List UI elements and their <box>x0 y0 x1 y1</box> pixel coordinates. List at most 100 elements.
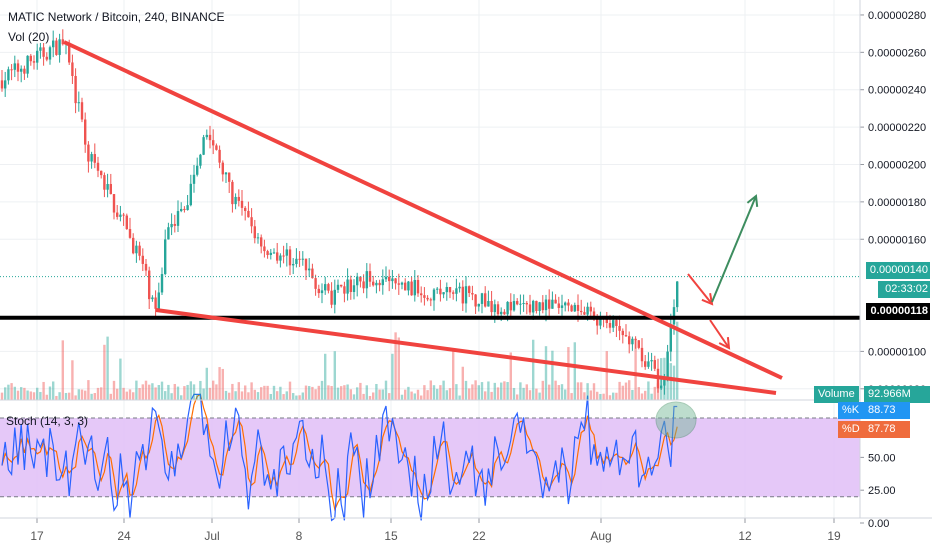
volume-bar <box>298 395 301 400</box>
candle-body <box>205 134 208 138</box>
volume-bar <box>541 380 544 400</box>
volume-bar <box>128 389 132 400</box>
volume-bar <box>144 380 148 400</box>
stoch-pane <box>0 393 860 522</box>
candle-body <box>564 302 567 306</box>
volume-bar <box>352 394 356 400</box>
candle-body <box>618 326 621 331</box>
volume-bar <box>538 392 541 400</box>
volume-bar <box>416 389 420 400</box>
candle-body <box>644 361 647 367</box>
volume-bar <box>84 390 87 400</box>
volume-bar <box>519 382 522 400</box>
k-badge-label: %K <box>838 402 866 419</box>
volume-bar <box>64 392 68 400</box>
volume-badge-value: 92.966M <box>864 386 930 403</box>
candle-body <box>93 154 96 163</box>
candle-body <box>192 174 196 184</box>
candle-body <box>23 68 26 74</box>
candle-body <box>100 170 103 176</box>
price-axis-label: 0.00000220 <box>868 122 926 134</box>
candle-body <box>42 47 45 57</box>
volume-bar <box>397 337 400 400</box>
candle-body <box>0 80 4 89</box>
volume-badge-label: Volume <box>814 386 859 403</box>
volume-bar <box>240 391 244 400</box>
volume-bar <box>157 385 160 400</box>
candle-body <box>436 288 439 290</box>
candle-body <box>282 255 285 257</box>
price-axis-label: 0.00000260 <box>868 47 926 59</box>
candle-body <box>247 210 250 218</box>
candle-body <box>58 39 61 55</box>
volume-bar <box>676 321 679 400</box>
volume-bar <box>372 392 375 400</box>
volume-bar <box>263 385 266 400</box>
symbol-title[interactable]: MATIC Network / Bitcoin, 240, BINANCE <box>8 10 225 24</box>
volume-bar <box>503 381 506 400</box>
candle-body <box>215 145 218 150</box>
volume-bar <box>432 385 436 400</box>
volume-bar <box>589 390 592 400</box>
candle-body <box>388 276 391 282</box>
volume-bar <box>253 389 256 400</box>
volume-pane <box>0 321 679 400</box>
candle-body <box>429 299 432 301</box>
volume-bar <box>615 392 618 400</box>
volume-bar <box>7 384 10 400</box>
volume-bar <box>468 388 471 400</box>
candle-body <box>7 69 10 81</box>
candle-body <box>228 172 231 182</box>
drawings <box>0 40 860 439</box>
volume-bar <box>605 351 608 400</box>
volume-bar <box>640 393 644 400</box>
volume-bar <box>77 389 80 400</box>
candle-body <box>535 300 538 312</box>
candle-body <box>253 226 256 239</box>
candle-body <box>138 245 141 256</box>
arrow-down-2 <box>709 319 730 349</box>
volume-bar <box>151 383 154 400</box>
candle-body <box>477 303 480 307</box>
volume-bar <box>333 351 336 400</box>
volume-bar <box>362 393 365 400</box>
candles <box>0 29 679 395</box>
volume-bar <box>359 382 362 400</box>
candle-body <box>292 264 295 266</box>
candle-body <box>631 338 634 345</box>
candle-body <box>512 301 516 311</box>
volume-bar <box>634 340 637 400</box>
candle-body <box>394 278 397 284</box>
volume-bar <box>669 363 672 400</box>
volume-bar <box>132 392 135 400</box>
volume-bar <box>452 350 455 400</box>
volume-bar <box>365 385 368 400</box>
volume-indicator-label[interactable]: Vol (20) <box>8 30 50 44</box>
candle-body <box>634 338 637 341</box>
candle-body <box>509 301 512 311</box>
volume-bar <box>544 346 548 400</box>
candle-body <box>669 324 672 352</box>
candle-body <box>71 62 74 76</box>
candle-body <box>48 47 52 60</box>
volume-bar <box>237 382 240 400</box>
candle-body <box>583 312 586 315</box>
volume-bar <box>490 391 493 400</box>
volume-bar <box>282 394 285 400</box>
countdown-label: 02:33:02 <box>878 281 930 298</box>
volume-bar <box>407 386 410 400</box>
candle-body <box>304 258 308 271</box>
volume-bar <box>631 389 634 400</box>
candle-body <box>384 276 388 280</box>
price-axis-label: 0.00000180 <box>868 197 926 209</box>
volume-bar <box>672 365 676 400</box>
candle-body <box>183 208 186 211</box>
stoch-indicator-label[interactable]: Stoch (14, 3, 3) <box>6 414 89 428</box>
candle-body <box>212 140 215 146</box>
candle-body <box>141 255 144 264</box>
candle-body <box>576 304 580 311</box>
volume-bar <box>288 381 292 400</box>
candle-body <box>599 317 602 326</box>
